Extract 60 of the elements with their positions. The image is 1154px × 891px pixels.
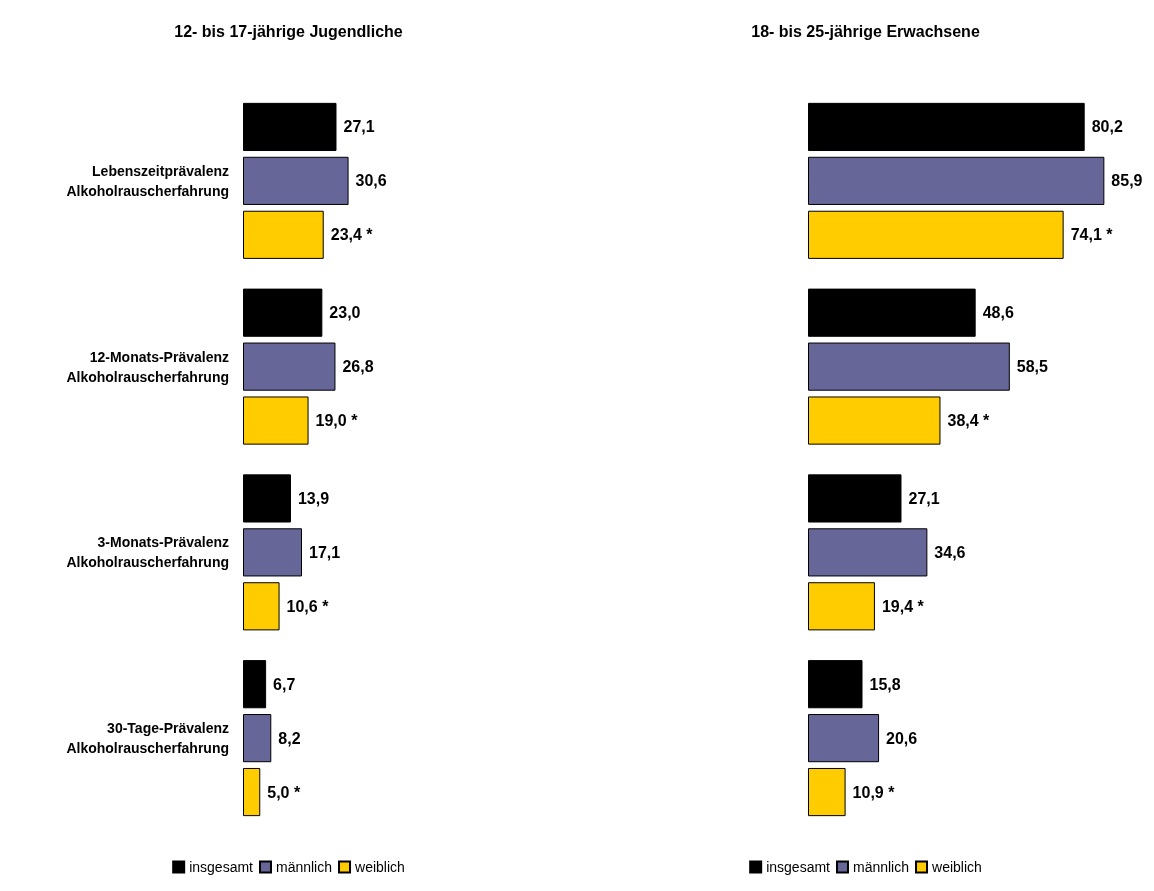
bar	[243, 102, 337, 152]
bar	[243, 528, 302, 577]
data-label: 26,8	[342, 358, 374, 376]
chart-title: 12- bis 17-jährige Jugendliche	[174, 22, 403, 40]
data-label: 85,9	[1111, 172, 1143, 190]
legend-label: insgesamt	[189, 859, 254, 875]
bar	[243, 582, 280, 631]
bar	[243, 210, 324, 259]
data-label: 17,1	[308, 543, 341, 561]
data-label: 10,6 *	[286, 597, 330, 615]
bar	[243, 156, 349, 205]
data-label: 20,6	[886, 729, 918, 747]
bar	[808, 288, 976, 337]
bar	[808, 210, 1064, 259]
bar	[808, 660, 863, 709]
legend-label: weiblich	[354, 859, 405, 875]
bar	[808, 156, 1105, 205]
data-label: 48,6	[982, 304, 1014, 322]
data-label: 58,5	[1016, 358, 1049, 376]
bar	[243, 474, 291, 523]
bar	[243, 396, 309, 445]
bar	[808, 582, 875, 631]
y-tick-label: 3-Monats-Prävalenz Alkoholrauscherfahrung	[66, 534, 229, 571]
y-tick-label: 30-Tage-Prävalenz Alkoholrauscherfahrung	[66, 720, 229, 757]
bar	[808, 342, 1010, 391]
legend-label: weiblich	[931, 859, 982, 875]
data-label: 15,8	[869, 675, 901, 693]
bar	[808, 528, 928, 577]
data-label: 80,2	[1091, 118, 1123, 136]
data-label: 5,0 *	[267, 783, 301, 801]
bar	[808, 767, 846, 817]
legend-label: männlich	[852, 859, 910, 875]
data-label: 74,1 *	[1070, 226, 1114, 244]
bar	[243, 767, 261, 817]
bar	[808, 396, 941, 445]
data-label: 19,4 *	[881, 597, 925, 615]
data-label: 13,9	[297, 489, 330, 507]
bar	[243, 660, 267, 709]
y-tick-label: 12-Monats-Prävalenz Alkoholrauscherfahrung	[66, 348, 229, 385]
bar	[243, 342, 336, 391]
data-label: 23,4 *	[330, 226, 374, 244]
bar	[808, 474, 902, 523]
bar	[243, 288, 323, 337]
data-label: 30,6	[355, 172, 387, 190]
bar	[808, 714, 880, 763]
bar	[243, 714, 272, 763]
data-label: 6,7	[273, 675, 296, 693]
legend-label: insgesamt	[766, 859, 831, 875]
data-label: 27,1	[908, 489, 940, 507]
data-label: 27,1	[343, 118, 375, 136]
chart-title: 18- bis 25-jährige Erwachsene	[751, 22, 980, 40]
data-label: 10,9 *	[852, 783, 896, 801]
legend-label: männlich	[275, 859, 333, 875]
bar	[808, 102, 1085, 152]
data-label: 19,0 *	[315, 412, 359, 430]
data-label: 8,2	[278, 729, 301, 747]
data-label: 23,0	[329, 304, 361, 322]
data-label: 38,4 *	[947, 412, 991, 430]
y-tick-label: Lebenszeitprävalenz Alkoholrauscherfahrung	[66, 162, 229, 199]
data-label: 34,6	[934, 543, 966, 561]
